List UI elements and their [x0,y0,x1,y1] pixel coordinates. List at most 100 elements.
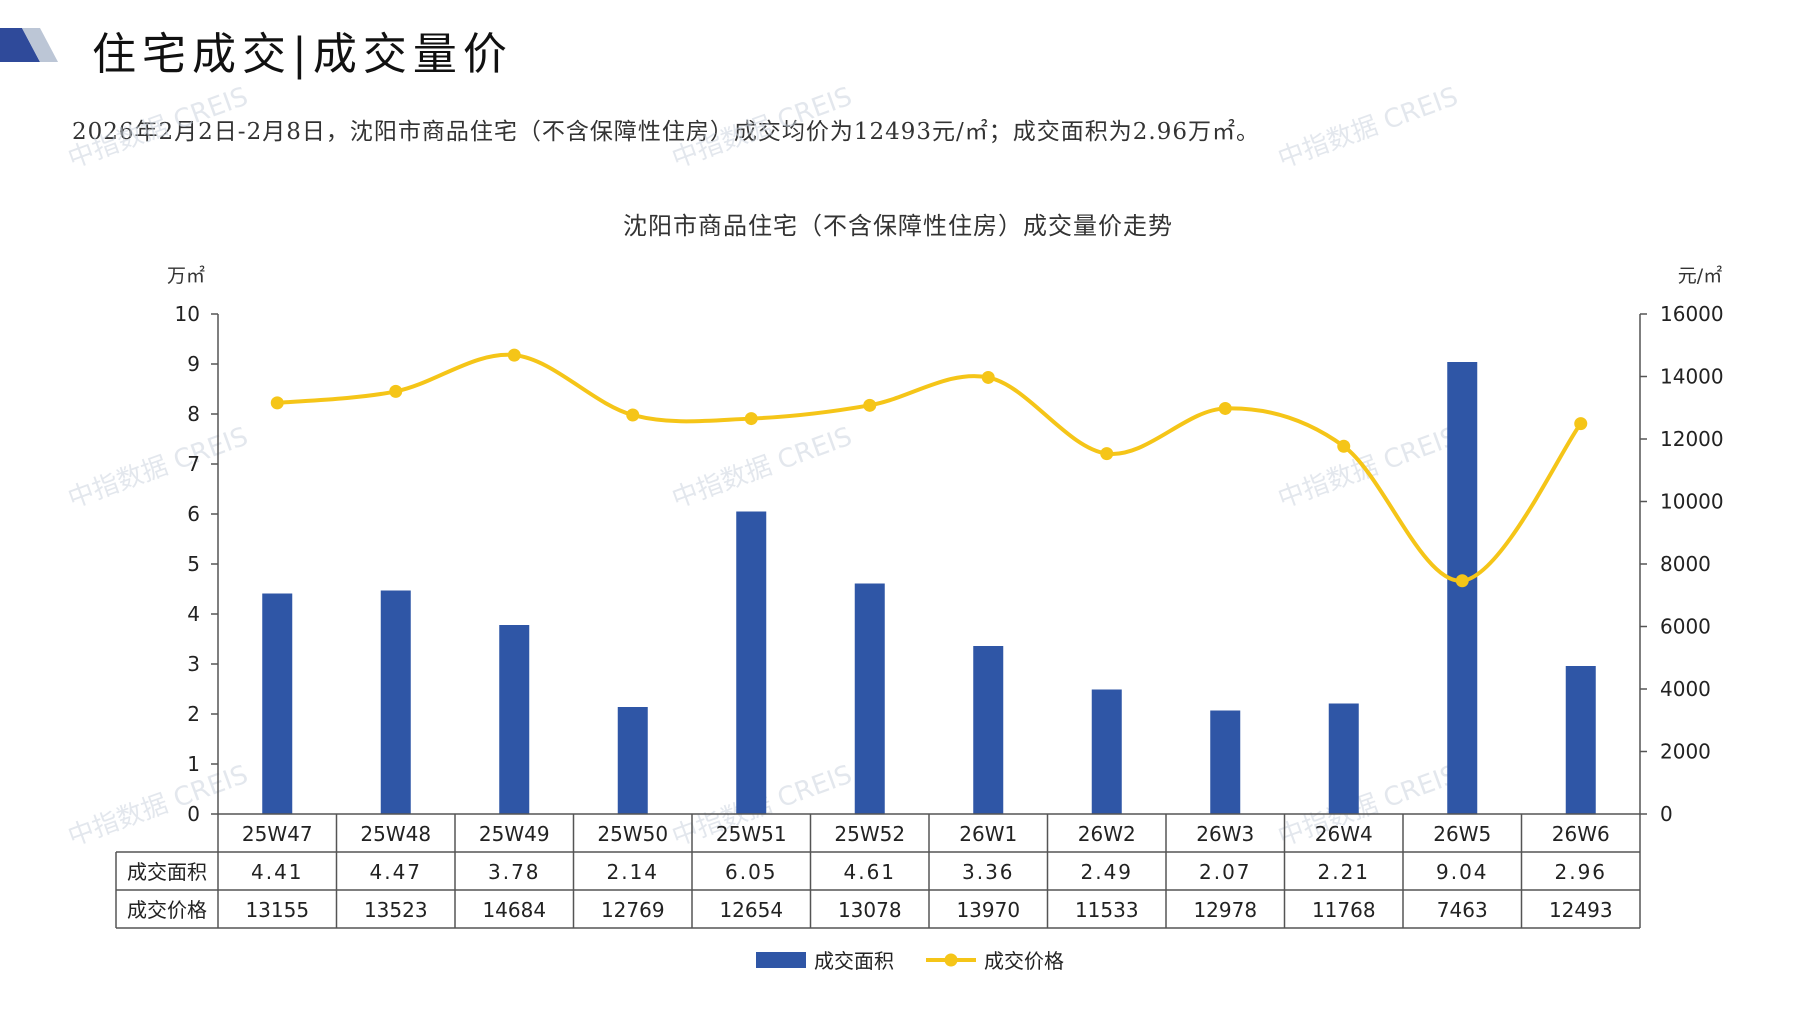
x-tick-label: 26W2 [1078,822,1136,846]
bar [854,583,885,814]
price-point [744,412,758,426]
bars [262,362,1596,814]
bar [973,646,1004,814]
x-tick-label: 25W49 [479,822,550,846]
legend-label: 成交价格 [984,949,1064,973]
data-label: 2.96 [1554,860,1607,884]
watermark-text: 中指数据 CREIS [668,82,856,175]
y-right-tick-label: 10000 [1660,490,1724,514]
data-label: 6.05 [725,860,778,884]
bar [1447,362,1478,814]
data-label: 13970 [956,898,1020,922]
y-right-tick-label: 14000 [1660,365,1724,389]
y-left-tick-label: 1 [187,752,200,776]
y-right-unit: 元/㎡ [1678,264,1722,287]
x-tick-label: 26W4 [1315,822,1373,846]
watermark-text: 中指数据 CREIS [64,422,252,515]
bar [1565,666,1596,814]
y-left-tick-label: 10 [175,302,200,326]
chart-title: 沈阳市商品住宅（不含保障性住房）成交量价走势 [623,212,1173,240]
data-label: 12493 [1549,898,1613,922]
bar [617,707,648,814]
price-point [863,398,877,412]
table-row-header: 成交价格 [127,898,207,922]
price-point [981,370,995,384]
data-label: 2.14 [606,860,659,884]
y-left-tick-label: 5 [187,552,200,576]
price-line [270,348,1588,588]
bar [1210,710,1241,814]
y-right-tick-label: 2000 [1660,740,1711,764]
watermark-text: 中指数据 CREIS [64,82,252,175]
data-label: 3.36 [962,860,1015,884]
x-tick-label: 26W6 [1552,822,1610,846]
y-left-tick-label: 2 [187,702,200,726]
y-right-tick-label: 6000 [1660,615,1711,639]
summary-text: 2026年2月2日-2月8日，沈阳市商品住宅（不含保障性住房）成交均价为1249… [72,119,1260,145]
legend: 成交面积 成交价格 [756,949,1064,973]
bar [380,590,411,814]
bar [736,511,767,814]
page-title: 住宅成交|成交量价 [92,29,513,80]
data-label: 13155 [245,898,309,922]
price-point [270,396,284,410]
data-label: 7463 [1437,898,1488,922]
watermark-text: 中指数据 CREIS [668,422,856,515]
data-label: 14684 [482,898,546,922]
y-left-tick-label: 6 [187,502,200,526]
y-left-tick-label: 4 [187,602,200,626]
data-label: 12654 [719,898,783,922]
x-tick-label: 25W47 [242,822,313,846]
price-point [626,408,640,422]
y-right-tick-label: 0 [1660,802,1673,826]
price-point [1100,447,1114,461]
y-left-unit: 万㎡ [167,264,205,287]
y-left-tick-label: 3 [187,652,200,676]
data-label: 2.49 [1080,860,1133,884]
bar [1328,703,1359,814]
data-label: 11768 [1312,898,1376,922]
bar [499,625,530,814]
data-label: 2.07 [1199,860,1252,884]
x-tick-label: 25W48 [360,822,431,846]
bar [262,593,293,814]
price-point [389,384,403,398]
axes: 0 1 2 3 4 5 6 7 8 9 10 0 2000 4000 6000 8000 10000 12000 1… [175,302,1724,826]
x-tick-label: 26W1 [959,822,1017,846]
watermark-text: 中指数据 CREIS [1274,82,1462,175]
logo-light-shape [22,28,58,62]
y-right-tick-label: 4000 [1660,677,1711,701]
legend-swatch-marker [944,953,958,967]
watermark-text: 中指数据 CREIS [64,760,252,853]
bar [1091,689,1122,814]
x-tick-label: 26W5 [1433,822,1491,846]
price-point [1337,439,1351,453]
data-label: 12978 [1193,898,1257,922]
x-tick-label: 25W50 [597,822,668,846]
data-label: 11533 [1075,898,1139,922]
data-label: 9.04 [1436,860,1489,884]
logo [0,28,58,62]
y-left-tick-label: 7 [187,452,200,476]
data-label: 13078 [838,898,902,922]
y-left-tick-label: 0 [187,802,200,826]
watermark-text: 中指数据 CREIS [1274,422,1462,515]
data-label: 12769 [601,898,665,922]
y-right-tick-label: 16000 [1660,302,1724,326]
y-right-tick-label: 12000 [1660,427,1724,451]
data-label: 2.21 [1317,860,1370,884]
y-right-tick-label: 8000 [1660,552,1711,576]
data-label: 4.41 [251,860,304,884]
price-point [1218,401,1232,415]
logo-dark-shape [0,28,40,62]
price-point [1574,417,1588,431]
legend-label: 成交面积 [814,949,894,973]
y-left-tick-label: 8 [187,402,200,426]
price-point [1455,574,1469,588]
y-left-tick-label: 9 [187,352,200,376]
legend-swatch-bar [756,952,806,968]
price-point [507,348,521,362]
data-label: 13523 [364,898,428,922]
table-row-header: 成交面积 [127,860,207,884]
